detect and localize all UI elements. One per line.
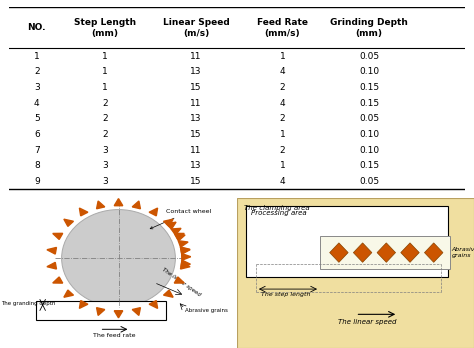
Text: 1: 1 xyxy=(280,52,285,61)
Text: 0.10: 0.10 xyxy=(359,130,379,139)
Polygon shape xyxy=(174,277,184,283)
Text: 13: 13 xyxy=(190,161,202,170)
Text: 2: 2 xyxy=(102,98,108,108)
Text: 0.10: 0.10 xyxy=(359,145,379,155)
Ellipse shape xyxy=(62,209,175,307)
Text: 0.05: 0.05 xyxy=(359,114,379,123)
Text: 0.05: 0.05 xyxy=(359,177,379,186)
Text: Abrasive grains: Abrasive grains xyxy=(185,308,228,313)
Text: NO.: NO. xyxy=(27,23,46,32)
Text: 3: 3 xyxy=(34,83,40,92)
Polygon shape xyxy=(132,308,140,315)
Polygon shape xyxy=(149,301,157,308)
Text: Linear Speed
(m/s): Linear Speed (m/s) xyxy=(163,18,229,38)
Polygon shape xyxy=(166,222,176,229)
Polygon shape xyxy=(171,228,181,235)
Bar xyxy=(320,236,450,269)
Text: 4: 4 xyxy=(34,98,40,108)
Text: 11: 11 xyxy=(190,145,202,155)
Polygon shape xyxy=(181,260,191,267)
Text: 15: 15 xyxy=(190,83,202,92)
Polygon shape xyxy=(425,243,443,262)
Polygon shape xyxy=(353,243,372,262)
Text: 1: 1 xyxy=(280,130,285,139)
Text: 1: 1 xyxy=(34,52,40,61)
Polygon shape xyxy=(178,241,188,247)
Polygon shape xyxy=(164,290,173,297)
Text: 4: 4 xyxy=(280,177,285,186)
Polygon shape xyxy=(114,311,123,318)
Polygon shape xyxy=(182,254,191,260)
Text: Feed Rate
(mm/s): Feed Rate (mm/s) xyxy=(257,18,308,38)
Polygon shape xyxy=(330,243,348,262)
Text: The linear speed: The linear speed xyxy=(338,319,397,325)
Text: The linear speed: The linear speed xyxy=(161,267,201,298)
Text: 2: 2 xyxy=(280,83,285,92)
Polygon shape xyxy=(149,208,157,216)
Polygon shape xyxy=(97,308,105,315)
Text: 5: 5 xyxy=(34,114,40,123)
Text: 15: 15 xyxy=(190,130,202,139)
Polygon shape xyxy=(174,234,184,239)
Polygon shape xyxy=(47,262,56,269)
Text: 1: 1 xyxy=(102,83,108,92)
Text: Abrasive grains: Abrasive grains xyxy=(451,247,474,258)
Polygon shape xyxy=(164,219,173,226)
Polygon shape xyxy=(80,301,88,308)
Polygon shape xyxy=(114,199,123,206)
Text: 3: 3 xyxy=(102,161,108,170)
Text: 3: 3 xyxy=(102,145,108,155)
Text: 0.05: 0.05 xyxy=(359,52,379,61)
Text: 8: 8 xyxy=(34,161,40,170)
Text: Contact wheel: Contact wheel xyxy=(150,209,211,229)
Text: 4: 4 xyxy=(280,67,285,76)
Text: 13: 13 xyxy=(190,67,202,76)
Polygon shape xyxy=(377,243,395,262)
Text: Grinding Depth
(mm): Grinding Depth (mm) xyxy=(330,18,408,38)
Polygon shape xyxy=(80,208,88,216)
Polygon shape xyxy=(132,201,140,209)
Text: 0.15: 0.15 xyxy=(359,98,379,108)
Polygon shape xyxy=(181,247,190,254)
Text: Step Length
(mm): Step Length (mm) xyxy=(74,18,136,38)
Text: Processing area: Processing area xyxy=(251,210,307,216)
Text: 7: 7 xyxy=(34,145,40,155)
Text: 3: 3 xyxy=(102,177,108,186)
Text: 2: 2 xyxy=(102,114,108,123)
Text: 1: 1 xyxy=(102,67,108,76)
Polygon shape xyxy=(181,247,190,254)
Text: 0.10: 0.10 xyxy=(359,67,379,76)
Text: 4: 4 xyxy=(280,98,285,108)
Bar xyxy=(36,301,166,320)
Polygon shape xyxy=(64,219,73,226)
Text: 1: 1 xyxy=(102,52,108,61)
Text: 0.15: 0.15 xyxy=(359,161,379,170)
Polygon shape xyxy=(401,243,419,262)
Text: 11: 11 xyxy=(190,52,202,61)
Text: The feed rate: The feed rate xyxy=(92,333,135,338)
Polygon shape xyxy=(47,247,56,254)
Text: The step length: The step length xyxy=(261,292,310,297)
Text: 2: 2 xyxy=(34,67,40,76)
Text: 13: 13 xyxy=(190,114,202,123)
Text: 15: 15 xyxy=(190,177,202,186)
Text: 1: 1 xyxy=(280,161,285,170)
Polygon shape xyxy=(181,262,190,269)
Polygon shape xyxy=(64,290,73,297)
Bar xyxy=(246,206,448,277)
Polygon shape xyxy=(53,234,63,239)
Text: 2: 2 xyxy=(102,130,108,139)
Text: 2: 2 xyxy=(280,145,285,155)
Text: 11: 11 xyxy=(190,98,202,108)
Text: 6: 6 xyxy=(34,130,40,139)
Text: 2: 2 xyxy=(280,114,285,123)
Text: The clamping area: The clamping area xyxy=(244,205,310,211)
Polygon shape xyxy=(53,277,63,283)
Text: The granding depth: The granding depth xyxy=(1,301,55,306)
Polygon shape xyxy=(97,201,105,209)
Text: 9: 9 xyxy=(34,177,40,186)
Text: 0.15: 0.15 xyxy=(359,83,379,92)
Polygon shape xyxy=(175,235,185,241)
